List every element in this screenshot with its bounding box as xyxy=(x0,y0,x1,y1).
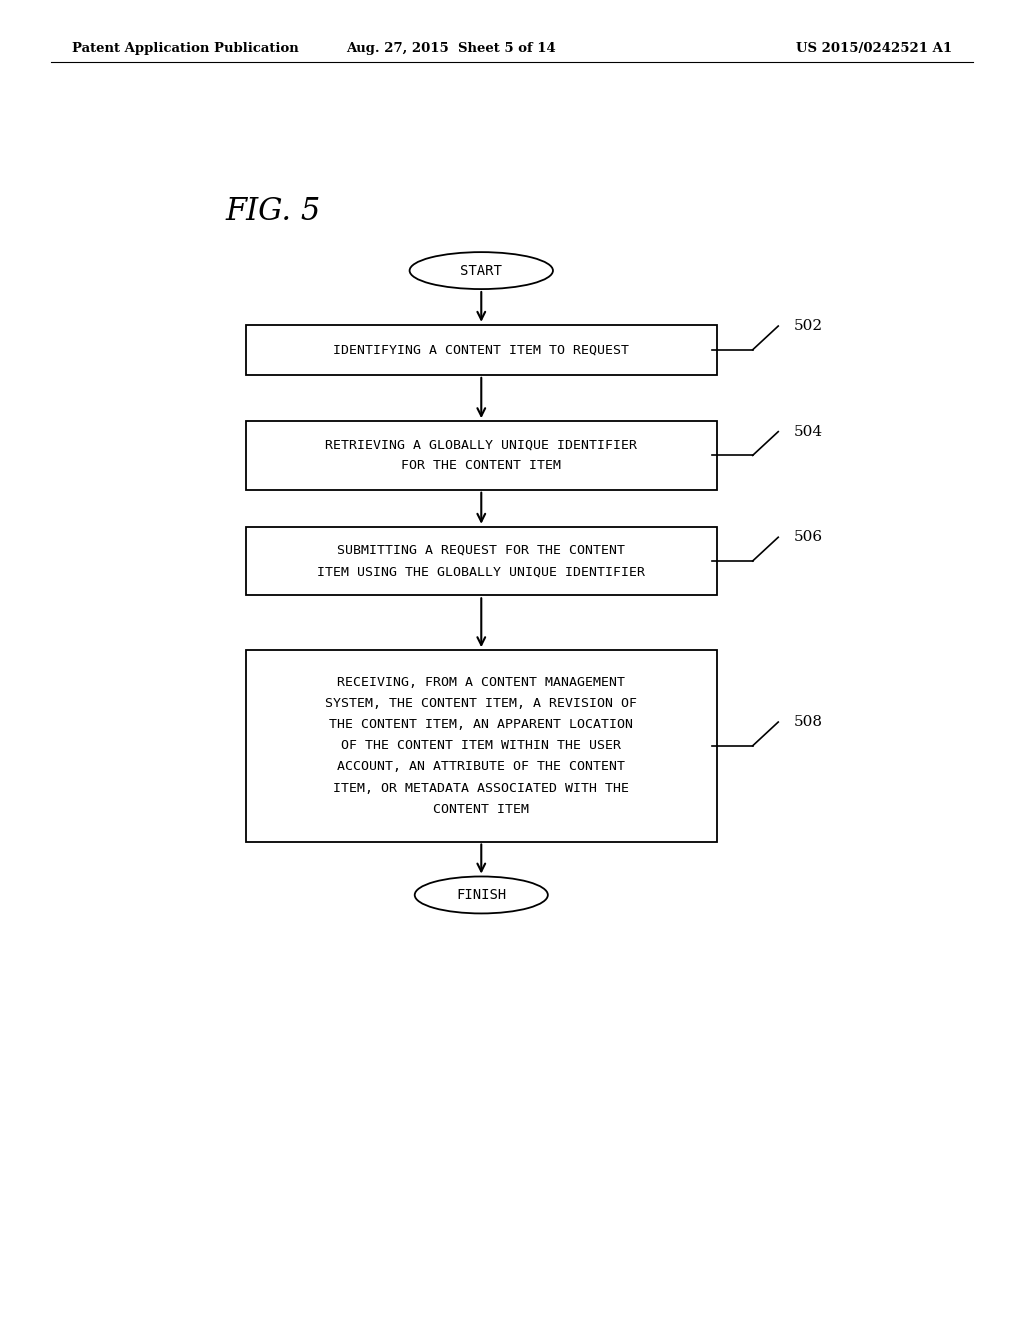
Text: OF THE CONTENT ITEM WITHIN THE USER: OF THE CONTENT ITEM WITHIN THE USER xyxy=(341,739,622,752)
Ellipse shape xyxy=(410,252,553,289)
Text: 504: 504 xyxy=(794,425,822,438)
Text: FIG. 5: FIG. 5 xyxy=(225,195,321,227)
Text: FINISH: FINISH xyxy=(456,888,507,902)
Text: CONTENT ITEM: CONTENT ITEM xyxy=(433,803,529,816)
FancyBboxPatch shape xyxy=(246,421,717,490)
FancyBboxPatch shape xyxy=(246,527,717,595)
Text: START: START xyxy=(461,264,502,277)
FancyBboxPatch shape xyxy=(246,651,717,842)
Text: ITEM USING THE GLOBALLY UNIQUE IDENTIFIER: ITEM USING THE GLOBALLY UNIQUE IDENTIFIE… xyxy=(317,565,645,578)
Text: Aug. 27, 2015  Sheet 5 of 14: Aug. 27, 2015 Sheet 5 of 14 xyxy=(346,42,555,55)
Text: SYSTEM, THE CONTENT ITEM, A REVISION OF: SYSTEM, THE CONTENT ITEM, A REVISION OF xyxy=(326,697,637,710)
Text: IDENTIFYING A CONTENT ITEM TO REQUEST: IDENTIFYING A CONTENT ITEM TO REQUEST xyxy=(333,343,630,356)
Text: RECEIVING, FROM A CONTENT MANAGEMENT: RECEIVING, FROM A CONTENT MANAGEMENT xyxy=(337,676,626,689)
Text: 506: 506 xyxy=(794,531,822,544)
Text: RETRIEVING A GLOBALLY UNIQUE IDENTIFIER: RETRIEVING A GLOBALLY UNIQUE IDENTIFIER xyxy=(326,438,637,451)
Text: ACCOUNT, AN ATTRIBUTE OF THE CONTENT: ACCOUNT, AN ATTRIBUTE OF THE CONTENT xyxy=(337,760,626,774)
Ellipse shape xyxy=(415,876,548,913)
Text: Patent Application Publication: Patent Application Publication xyxy=(72,42,298,55)
Text: US 2015/0242521 A1: US 2015/0242521 A1 xyxy=(797,42,952,55)
Text: ITEM, OR METADATA ASSOCIATED WITH THE: ITEM, OR METADATA ASSOCIATED WITH THE xyxy=(333,781,630,795)
Text: 508: 508 xyxy=(794,715,822,729)
Text: THE CONTENT ITEM, AN APPARENT LOCATION: THE CONTENT ITEM, AN APPARENT LOCATION xyxy=(330,718,633,731)
FancyBboxPatch shape xyxy=(246,325,717,375)
Text: 502: 502 xyxy=(794,319,822,333)
Text: SUBMITTING A REQUEST FOR THE CONTENT: SUBMITTING A REQUEST FOR THE CONTENT xyxy=(337,544,626,557)
Text: FOR THE CONTENT ITEM: FOR THE CONTENT ITEM xyxy=(401,459,561,473)
